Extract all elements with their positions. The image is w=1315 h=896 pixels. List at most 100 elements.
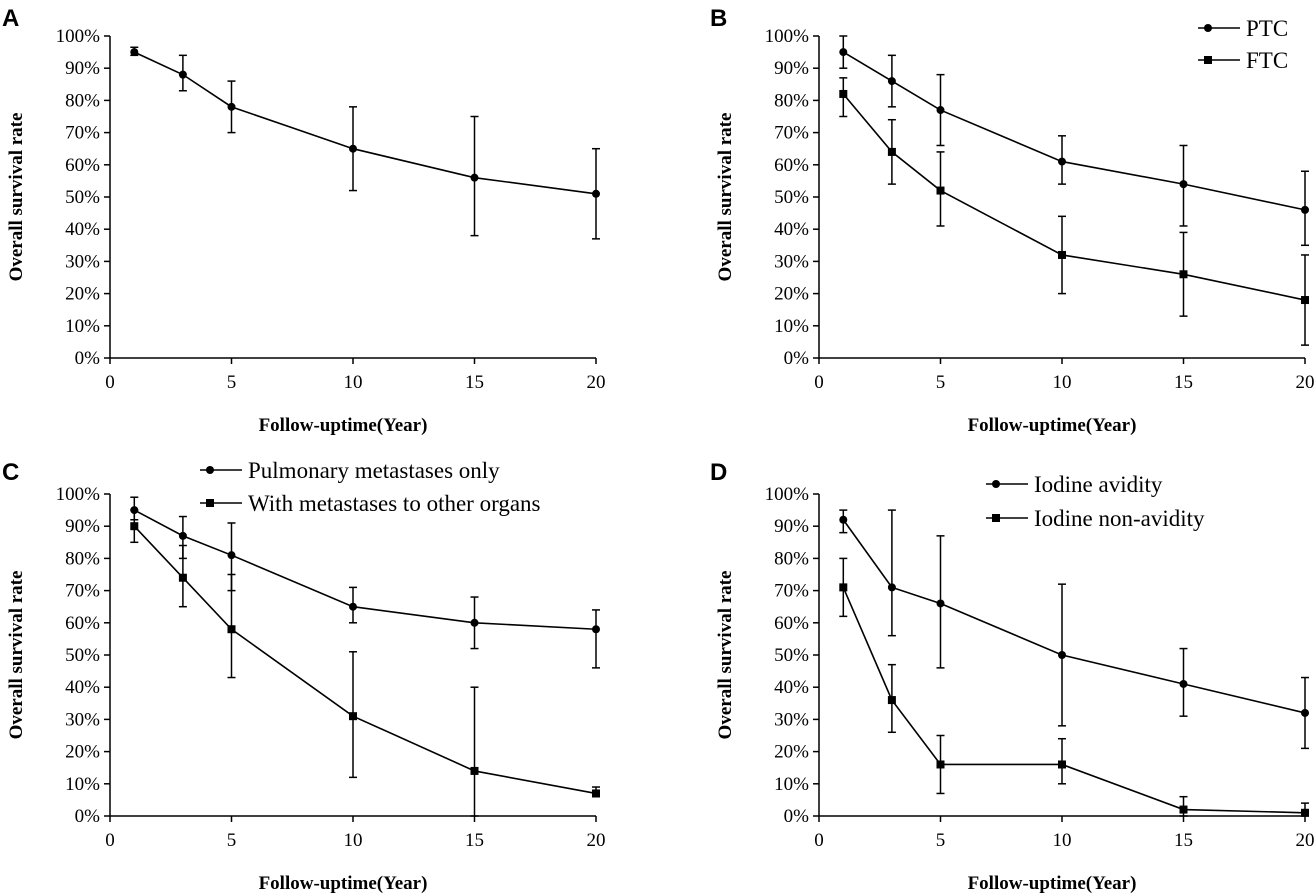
series-overall (130, 46, 600, 240)
y-tick-label: 0% (75, 348, 101, 369)
x-tick-label: 10 (1053, 372, 1072, 393)
data-point (130, 522, 139, 531)
legend-entry: PTC (1198, 16, 1288, 41)
y-tick-label: 80% (774, 548, 809, 569)
y-tick-label: 40% (65, 219, 100, 240)
data-point (887, 77, 896, 86)
data-point (178, 573, 187, 582)
x-axis-title: Follow-uptime(Year) (968, 873, 1137, 894)
panel-letter: B (710, 5, 727, 32)
data-point (470, 618, 479, 627)
y-tick-label: 100% (56, 26, 101, 47)
data-point (1058, 760, 1066, 769)
legend-entry: Iodine avidity (986, 472, 1163, 497)
data-point (887, 583, 896, 592)
data-point (227, 551, 236, 560)
legend-label: Iodine avidity (1034, 472, 1163, 497)
y-tick-label: 0% (784, 806, 810, 827)
panel-letter: A (2, 5, 19, 32)
y-tick-label: 0% (75, 806, 101, 827)
y-tick-label: 90% (774, 58, 809, 79)
data-point (1058, 250, 1066, 259)
series-iodine-non-avidity (839, 557, 1309, 817)
y-tick-label: 50% (65, 187, 100, 208)
y-tick-label: 70% (65, 581, 100, 602)
data-point (178, 70, 187, 79)
data-point (1179, 679, 1188, 688)
legend-entry: Pulmonary metastases only (200, 458, 500, 483)
y-axis-title: Overall survival rate (6, 113, 27, 282)
data-point (1301, 296, 1309, 305)
y-tick-label: 10% (65, 316, 100, 337)
y-tick-label: 80% (65, 90, 100, 111)
legend-label: Pulmonary metastases only (248, 458, 500, 483)
data-point (470, 173, 479, 182)
data-point (839, 515, 848, 524)
y-tick-label: 30% (65, 709, 100, 730)
data-point (1179, 805, 1188, 814)
panel-d: D 0% 10% 20% 30% 40% 50% 60% 70% 80% 90% 100% 0 5 10 15… (710, 459, 1315, 894)
x-tick-label: 5 (227, 372, 237, 393)
data-point (178, 531, 187, 540)
data-point (887, 696, 896, 705)
x-tick-label: 0 (814, 372, 824, 393)
data-point (349, 712, 357, 721)
data-point (1301, 708, 1309, 717)
x-tick-label: 5 (936, 830, 946, 851)
y-tick-label: 70% (774, 581, 809, 602)
x-tick-label: 20 (587, 372, 606, 393)
data-point (470, 766, 479, 775)
series-with-metastases-to-other-organs (130, 509, 600, 817)
y-tick-label: 60% (774, 155, 809, 176)
y-tick-label: 60% (65, 155, 100, 176)
legend-entry: FTC (1198, 48, 1288, 73)
x-tick-label: 10 (344, 372, 363, 393)
data-point (839, 48, 848, 57)
x-axis-title: Follow-uptime(Year) (259, 415, 428, 436)
y-tick-label: 100% (765, 484, 810, 505)
data-point (936, 186, 945, 195)
series-line (842, 587, 1306, 814)
x-tick-label: 5 (227, 830, 237, 851)
x-tick-label: 5 (936, 372, 946, 393)
panel-letter: C (2, 459, 19, 486)
series-line (842, 51, 1306, 211)
y-tick-label: 40% (774, 219, 809, 240)
x-tick-label: 20 (587, 830, 606, 851)
series-pulmonary-metastases-only (130, 496, 600, 669)
y-tick-label: 50% (774, 187, 809, 208)
x-axis-title: Follow-uptime(Year) (259, 873, 428, 894)
x-tick-label: 20 (1296, 830, 1315, 851)
data-point (592, 789, 600, 798)
y-tick-label: 10% (774, 316, 809, 337)
legend-marker (1204, 24, 1212, 32)
legend-marker (206, 499, 214, 507)
y-tick-label: 70% (774, 123, 809, 144)
x-tick-label: 15 (465, 372, 484, 393)
data-point (1179, 180, 1188, 189)
x-tick-label: 0 (105, 830, 115, 851)
series-line (133, 525, 597, 795)
data-point (839, 89, 848, 98)
panel-c: C 0% 10% 20% 30% 40% 50% 60% 70% 80% 90% 100% 0 5 10 15… (2, 458, 606, 894)
data-point (1301, 205, 1309, 214)
series-ptc (839, 35, 1309, 247)
y-tick-label: 90% (65, 58, 100, 79)
y-tick-label: 20% (65, 284, 100, 305)
data-point (227, 102, 236, 111)
data-point (349, 602, 357, 611)
data-point (592, 625, 600, 634)
y-tick-label: 20% (774, 284, 809, 305)
y-tick-label: 20% (65, 742, 100, 763)
x-tick-label: 20 (1296, 372, 1315, 393)
legend-label: With metastases to other organs (248, 491, 541, 516)
data-point (1058, 651, 1066, 659)
data-point (887, 147, 896, 156)
y-tick-label: 50% (65, 645, 100, 666)
legend-marker (1204, 56, 1212, 64)
y-tick-label: 80% (774, 90, 809, 111)
data-point (130, 48, 139, 57)
panel-letter: D (710, 459, 727, 486)
data-point (936, 599, 945, 608)
legend-label: FTC (1246, 48, 1288, 73)
